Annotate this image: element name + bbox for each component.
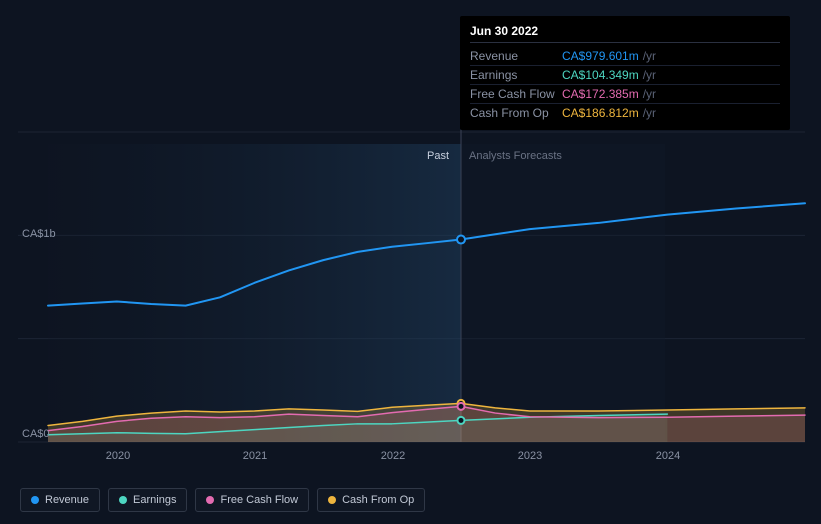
legend-label: Revenue [45, 494, 89, 506]
chart-tooltip: Jun 30 2022 RevenueCA$979.601m/yrEarning… [460, 16, 790, 130]
legend-item[interactable]: Cash From Op [317, 488, 425, 512]
tooltip-row: EarningsCA$104.349m/yr [470, 66, 780, 85]
legend-label: Free Cash Flow [220, 494, 298, 506]
legend-label: Earnings [133, 494, 176, 506]
tooltip-row-value: CA$172.385m/yr [562, 87, 656, 101]
tooltip-row-value: CA$104.349m/yr [562, 68, 656, 82]
legend-swatch [119, 496, 127, 504]
legend-label: Cash From Op [342, 494, 414, 506]
financials-chart: CA$1b CA$0 Past Analysts Forecasts 2020 2… [0, 0, 821, 524]
legend-swatch [206, 496, 214, 504]
x-axis-tick: 2023 [518, 450, 542, 462]
legend-item[interactable]: Free Cash Flow [195, 488, 309, 512]
tooltip-row-unit: /yr [643, 106, 656, 120]
legend-item[interactable]: Earnings [108, 488, 187, 512]
tooltip-row: RevenueCA$979.601m/yr [470, 47, 780, 66]
tooltip-row-unit: /yr [643, 49, 656, 63]
tooltip-row-label: Cash From Op [470, 106, 562, 120]
past-label: Past [427, 150, 449, 162]
tooltip-row-label: Revenue [470, 49, 562, 63]
x-axis-tick: 2024 [656, 450, 680, 462]
x-axis-tick: 2020 [106, 450, 130, 462]
tooltip-row-value: CA$979.601m/yr [562, 49, 656, 63]
tooltip-row: Free Cash FlowCA$172.385m/yr [470, 85, 780, 104]
tooltip-row-unit: /yr [643, 87, 656, 101]
tooltip-row-value: CA$186.812m/yr [562, 106, 656, 120]
tooltip-row-label: Earnings [470, 68, 562, 82]
y-axis-label-1b: CA$1b [22, 228, 56, 240]
y-axis-label-0: CA$0 [22, 428, 50, 440]
tooltip-row-label: Free Cash Flow [470, 87, 562, 101]
legend-item[interactable]: Revenue [20, 488, 100, 512]
x-axis-tick: 2021 [243, 450, 267, 462]
chart-legend: Revenue Earnings Free Cash Flow Cash From O… [20, 488, 425, 512]
legend-swatch [328, 496, 336, 504]
tooltip-row-unit: /yr [643, 68, 656, 82]
tooltip-date: Jun 30 2022 [470, 24, 780, 43]
forecasts-label: Analysts Forecasts [469, 150, 562, 162]
legend-swatch [31, 496, 39, 504]
tooltip-row: Cash From OpCA$186.812m/yr [470, 104, 780, 122]
x-axis-tick: 2022 [381, 450, 405, 462]
